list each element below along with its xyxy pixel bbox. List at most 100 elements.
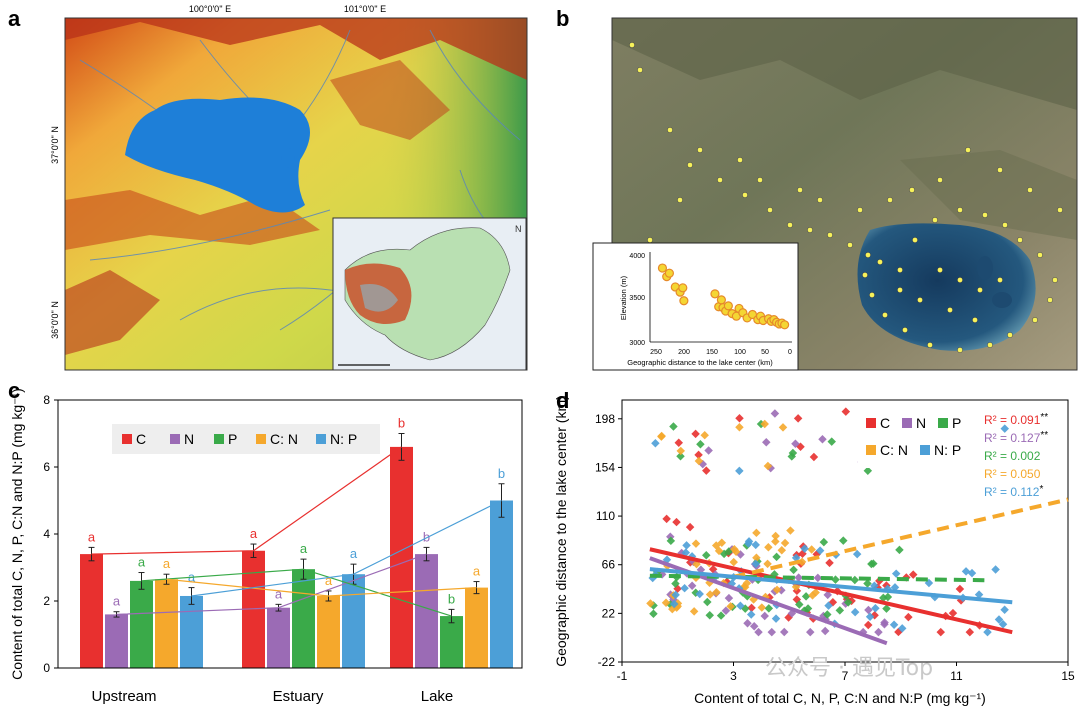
d-data-point [867, 559, 876, 569]
d-ytick-label: 110 [596, 509, 615, 523]
d-data-point [689, 607, 699, 616]
d-legend-swatch [920, 445, 930, 455]
d-xtick-label: 15 [1061, 669, 1075, 683]
c-legend-label: N: P [330, 431, 357, 447]
inset-xlabel: Geographic distance to the lake center (… [627, 358, 773, 367]
d-data-point [729, 557, 738, 567]
c-ytick-label: 4 [43, 527, 50, 541]
panel-b-map: 4000 3500 3000 250 200 150 100 50 0 Elev… [592, 17, 1078, 371]
d-x-axis-label: Content of total C, N, P, C:N and N:P (m… [694, 690, 986, 706]
d-data-point [680, 583, 689, 593]
c-legend-label: C: N [270, 431, 298, 447]
d-data-point [871, 603, 880, 613]
d-r2-label: R² = 0.050 [984, 467, 1041, 481]
d-data-point [763, 559, 772, 569]
sample-site-marker [827, 232, 833, 238]
d-data-point [998, 620, 1008, 629]
c-significance-letter: a [113, 594, 121, 609]
c-significance-letter: b [498, 466, 505, 481]
c-trend-line [191, 499, 502, 597]
d-data-point [880, 618, 889, 627]
lat-tick-37: 37°0'0'' N [50, 126, 60, 164]
d-data-point [764, 604, 774, 613]
d-data-point [674, 438, 684, 448]
sample-site-marker [932, 217, 938, 223]
inset-data-point [716, 295, 726, 305]
d-legend-swatch [902, 418, 912, 428]
d-data-point [778, 423, 788, 432]
d-legend-label: P [952, 415, 961, 431]
d-r2-label: R² = 0.127** [984, 430, 1048, 445]
d-data-point [751, 540, 760, 550]
d-r2-annotations: R² = 0.091** R² = 0.127** R² = 0.002 R² = 0… [984, 412, 1048, 499]
c-legend-label: C [136, 431, 146, 447]
inset-ylabel: Elevation (m) [619, 275, 628, 320]
d-trend-line [649, 567, 1013, 605]
sample-site-marker [897, 287, 903, 293]
d-data-point [780, 627, 789, 637]
d-data-point [744, 537, 754, 546]
inset-xtick-0: 0 [788, 349, 792, 356]
c-bar [130, 580, 153, 668]
d-data-point [904, 612, 913, 622]
d-data-point [789, 565, 798, 575]
c-bar [465, 587, 488, 668]
sample-site-marker [847, 242, 853, 248]
d-data-point [747, 603, 756, 613]
sample-site-marker [797, 187, 803, 193]
c-significance-letter: b [398, 416, 405, 431]
d-data-point [669, 599, 679, 609]
c-category-label: Estuary [273, 688, 324, 705]
d-data-point [891, 569, 901, 578]
sample-site-marker [947, 307, 953, 313]
d-data-point [780, 538, 790, 548]
sample-site-marker [869, 292, 875, 298]
d-data-point [800, 544, 809, 553]
d-data-point [991, 565, 1000, 574]
d-data-point [712, 587, 721, 597]
d-data-point [749, 622, 759, 631]
d-data-point [771, 537, 780, 546]
c-bar [267, 607, 290, 668]
sample-site-marker [1052, 277, 1058, 283]
d-legend-swatch [866, 445, 876, 455]
inset-xtick-50: 50 [761, 349, 769, 356]
d-data-point [936, 627, 945, 637]
inset-data-point [678, 283, 688, 293]
c-significance-letter: b [448, 591, 455, 606]
d-data-point [702, 550, 711, 560]
d-legend: C N P C: N N: P [858, 410, 976, 468]
sample-site-marker [697, 147, 703, 153]
d-data-point [691, 539, 701, 548]
d-data-point [666, 536, 676, 546]
inset-ytick-3000: 3000 [629, 340, 645, 347]
sample-site-marker [877, 259, 883, 265]
d-legend-label: N: P [934, 442, 961, 458]
sample-site-marker [882, 312, 888, 318]
panel-letter-a: a [8, 6, 21, 31]
d-legend-swatch [866, 418, 876, 428]
d-r2-label: R² = 0.091** [984, 412, 1048, 427]
d-data-point [649, 609, 658, 619]
c-legend-swatch [316, 434, 326, 444]
sample-site-marker [997, 277, 1003, 283]
sample-site-marker [1027, 187, 1033, 193]
c-ytick-label: 2 [43, 594, 50, 608]
d-data-point [669, 422, 678, 431]
d-data-point [672, 517, 681, 527]
d-data-point [772, 552, 781, 562]
d-legend-label: N [916, 415, 926, 431]
d-data-point [850, 607, 860, 617]
d-y-axis-label: Geographic distance to the lake center (… [553, 395, 569, 667]
d-data-point [852, 549, 862, 559]
panel-letter-d: d [556, 388, 570, 413]
sample-site-marker [957, 347, 963, 353]
lon-tick-100: 100°0'0'' E [189, 4, 231, 14]
c-category-label: Upstream [91, 688, 156, 705]
d-data-point [764, 543, 773, 552]
d-r2-significance: ** [1040, 412, 1048, 423]
d-data-point [752, 553, 761, 562]
d-data-point [746, 610, 756, 619]
d-data-point [839, 536, 848, 545]
inset-data-point [723, 301, 733, 311]
